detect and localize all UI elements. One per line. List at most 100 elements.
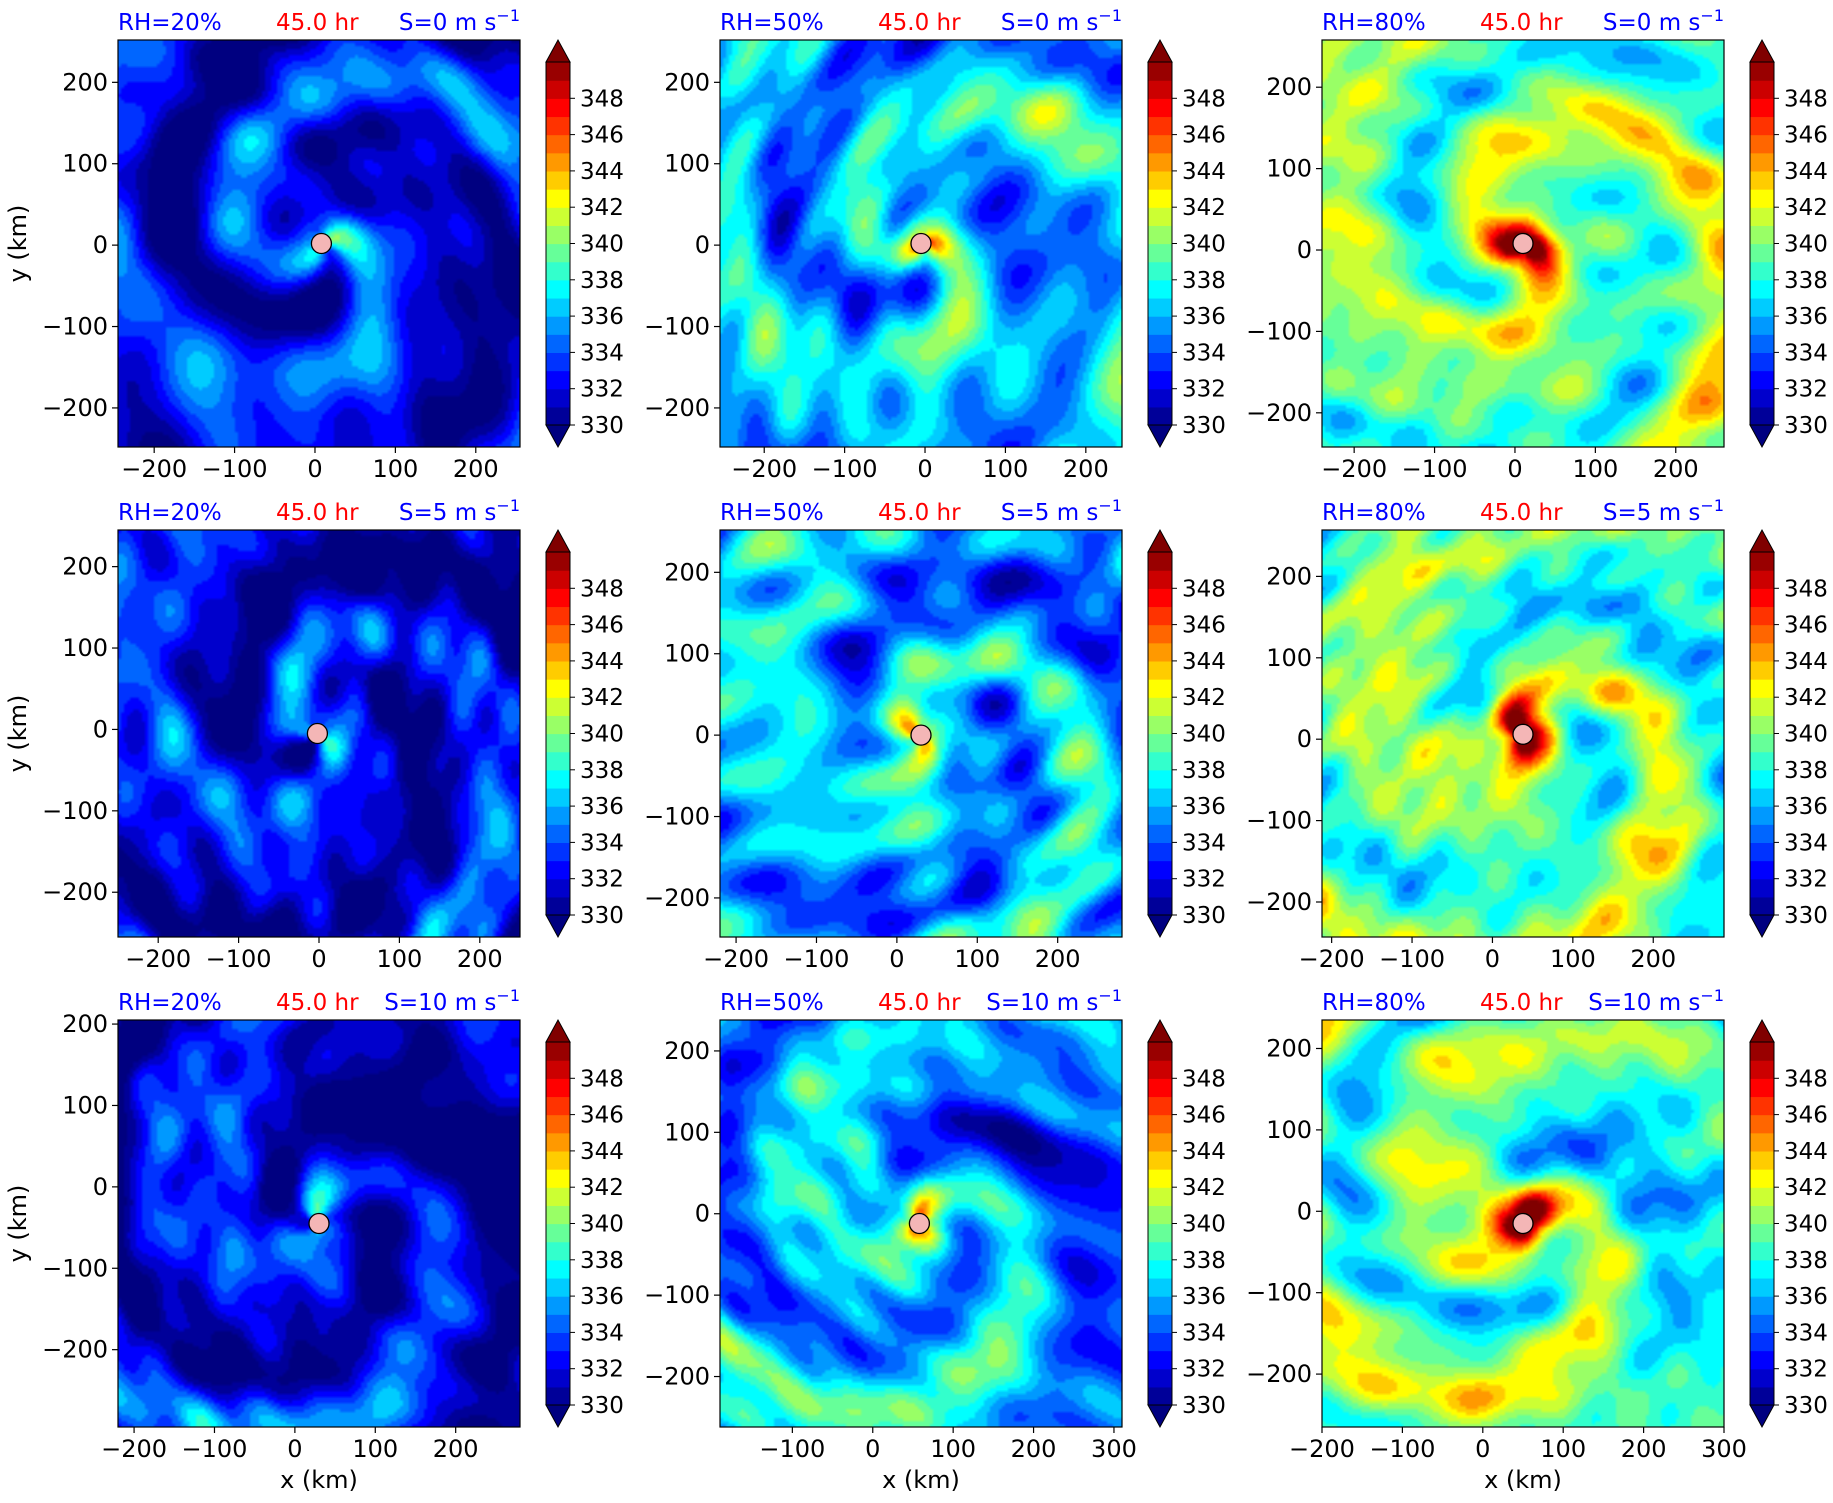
colorbar: 330 332 334 336 338 340 342 344 346 348 xyxy=(1749,528,1828,939)
x-tick-label: −200 xyxy=(703,945,769,973)
colorbar-tick-label: 336 xyxy=(1182,794,1226,820)
colorbar-segment xyxy=(1750,152,1774,172)
colorbar-segment xyxy=(1148,1150,1172,1170)
colorbar-segment xyxy=(546,370,570,390)
colorbar-segment xyxy=(1750,352,1774,372)
colorbar-segment xyxy=(546,62,570,81)
colorbar-segment xyxy=(1148,152,1172,172)
colorbar-segment xyxy=(1148,1332,1172,1352)
y-axis-label: y (km) xyxy=(4,695,32,773)
colorbar-segment xyxy=(1750,80,1774,99)
colorbar-segment xyxy=(546,751,570,771)
y-tick-label: 100 xyxy=(62,634,108,662)
colorbar-segment xyxy=(1148,806,1172,825)
colorbar-tick-label: 340 xyxy=(1182,1212,1226,1238)
y-tick-label: 200 xyxy=(1266,1034,1312,1062)
colorbar-tick-label: 348 xyxy=(580,576,624,602)
colorbar-tick-label: 344 xyxy=(1182,1139,1226,1165)
colorbar-segment xyxy=(546,1096,570,1116)
rh-label: RH=50% xyxy=(720,500,824,526)
colorbar-tick-label: 348 xyxy=(1182,86,1226,112)
colorbar-segment xyxy=(1750,1205,1774,1225)
y-tick-label: −100 xyxy=(1246,807,1312,835)
colorbar-extend-max xyxy=(545,1018,571,1043)
colorbar-tick-label: 340 xyxy=(1784,1212,1828,1238)
y-tick-label: 200 xyxy=(664,558,710,586)
x-tick-label: 0 xyxy=(1475,1435,1490,1463)
x-tick-label: −200 xyxy=(121,455,187,483)
colorbar-segment xyxy=(546,134,570,154)
colorbar-segment xyxy=(1148,1368,1172,1388)
x-axis-label: x (km) xyxy=(280,1466,358,1494)
y-tick-label: 100 xyxy=(1266,155,1312,183)
y-tick-label: −200 xyxy=(42,394,108,422)
shear-label: S=0 m s−1 xyxy=(1603,6,1724,36)
x-tick-label: 0 xyxy=(1507,455,1522,483)
colorbar-segment xyxy=(1750,370,1774,390)
colorbar-segment xyxy=(1750,860,1774,880)
colorbar-segment xyxy=(546,1259,570,1279)
colorbar-tick-label: 334 xyxy=(580,340,624,366)
colorbar-tick-label: 344 xyxy=(580,649,624,675)
x-tick-label: 100 xyxy=(352,1435,398,1463)
colorbar-extend-max xyxy=(1147,38,1173,63)
colorbar-segment xyxy=(1148,1205,1172,1225)
time-label: 45.0 hr xyxy=(276,500,359,526)
colorbar-tick-label: 346 xyxy=(580,123,624,149)
x-tick-label: 100 xyxy=(1550,945,1596,973)
colorbar-segment xyxy=(546,261,570,281)
colorbar-segment xyxy=(1148,751,1172,771)
y-tick-label: 200 xyxy=(664,1037,710,1065)
colorbar-tick-label: 334 xyxy=(1784,830,1828,856)
colorbar-segment xyxy=(1148,261,1172,281)
shear-label: S=10 m s−1 xyxy=(384,986,520,1016)
colorbar-segment xyxy=(1148,1187,1172,1206)
colorbar-tick-label: 336 xyxy=(580,794,624,820)
colorbar-segment xyxy=(1750,806,1774,825)
x-axis-label: x (km) xyxy=(882,1466,960,1494)
colorbar-segment xyxy=(1750,1350,1774,1370)
colorbar-segment xyxy=(546,1205,570,1225)
colorbar-segment xyxy=(1148,697,1172,716)
colorbar-segment xyxy=(546,1277,570,1297)
colorbar-segment xyxy=(1750,1314,1774,1333)
colorbar-tick-label: 330 xyxy=(580,413,624,439)
x-tick-label: 200 xyxy=(1035,945,1081,973)
colorbar-extend-min xyxy=(545,914,571,939)
y-tick-label: −100 xyxy=(42,1254,108,1282)
colorbar-tick-label: 336 xyxy=(580,1284,624,1310)
colorbar-segment xyxy=(1750,1277,1774,1297)
colorbar-tick-label: 348 xyxy=(1182,1066,1226,1092)
shear-label-text: S=0 m s xyxy=(1001,10,1099,36)
colorbar-tick-label: 342 xyxy=(580,685,624,711)
colorbar-segment xyxy=(546,406,570,426)
storm-center-marker xyxy=(1512,723,1534,745)
colorbar-segment xyxy=(546,98,570,118)
shear-label-text: S=5 m s xyxy=(399,500,497,526)
colorbar-segment xyxy=(546,824,570,843)
colorbar-segment xyxy=(546,896,570,916)
colorbar-segment xyxy=(546,1314,570,1333)
colorbar-segment xyxy=(1148,715,1172,735)
colorbar-segment xyxy=(546,1223,570,1243)
x-tick-label: 0 xyxy=(1485,945,1500,973)
colorbar-segment xyxy=(1148,98,1172,118)
colorbar-segment xyxy=(1148,279,1172,299)
axes-frame xyxy=(719,39,1123,448)
colorbar-segment xyxy=(1750,98,1774,118)
colorbar-tick-label: 346 xyxy=(1784,613,1828,639)
colorbar-tick-label: 340 xyxy=(580,1212,624,1238)
y-tick-label: −100 xyxy=(1246,317,1312,345)
y-tick-label: −100 xyxy=(644,803,710,831)
colorbar-segment xyxy=(546,588,570,608)
colorbar-segment xyxy=(546,316,570,335)
colorbar-segment xyxy=(1148,552,1172,571)
colorbar-tick-label: 332 xyxy=(580,1357,624,1383)
rh-label: RH=80% xyxy=(1322,990,1426,1016)
y-tick-label: 100 xyxy=(664,640,710,668)
colorbar-segment xyxy=(546,189,570,208)
colorbar-segment xyxy=(546,116,570,136)
y-tick-label: −200 xyxy=(42,878,108,906)
colorbar-segment xyxy=(1750,842,1774,862)
colorbar-segment xyxy=(1750,334,1774,353)
